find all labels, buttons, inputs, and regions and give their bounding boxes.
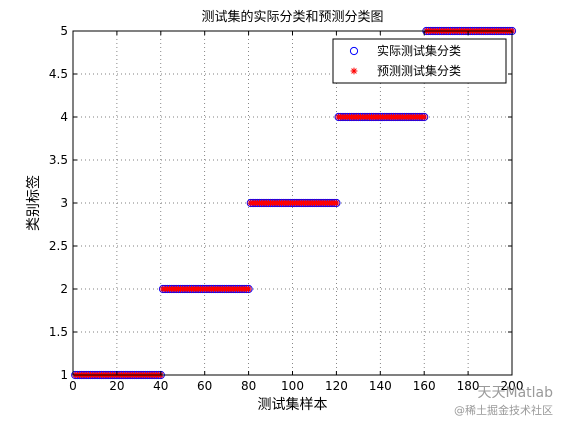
x-tick-label: 20 — [109, 379, 124, 393]
legend-predicted-marker — [350, 67, 358, 75]
y-tick-label: 3.5 — [49, 153, 68, 167]
y-tick-label: 1.5 — [49, 325, 68, 339]
y-tick-label: 2.5 — [49, 239, 68, 253]
x-tick-label: 180 — [457, 379, 480, 393]
x-tick-label: 140 — [369, 379, 392, 393]
x-tick-label: 160 — [413, 379, 436, 393]
watermark-line1: 天天Matlab — [477, 385, 553, 401]
predicted-point — [245, 285, 252, 293]
x-tick-label: 0 — [69, 379, 77, 393]
predicted-point — [333, 199, 340, 207]
y-tick-label: 1 — [60, 368, 68, 382]
y-tick-label: 4 — [60, 110, 68, 124]
x-tick-label: 100 — [281, 379, 304, 393]
watermark-line2: @稀土掘金技术社区 — [454, 404, 553, 417]
chart-title: 测试集的实际分类和预测分类图 — [201, 9, 383, 25]
x-axis-label: 测试集样本 — [258, 396, 328, 413]
x-tick-label: 40 — [153, 379, 168, 393]
y-tick-label: 2 — [60, 282, 68, 296]
y-tick-label: 5 — [60, 24, 68, 38]
legend-actual-label: 实际测试集分类 — [377, 43, 461, 58]
legend-actual-marker — [349, 46, 359, 56]
x-tick-label: 200 — [501, 379, 524, 393]
predicted-point — [420, 113, 428, 121]
y-axis-label: 类别标签 — [25, 175, 42, 231]
x-tick-label: 60 — [197, 379, 212, 393]
legend-predicted-label: 预测测试集分类 — [377, 63, 461, 78]
x-tick-label: 120 — [325, 379, 348, 393]
y-tick-label: 3 — [60, 196, 68, 210]
y-tick-label: 4.5 — [49, 67, 68, 81]
x-tick-label: 80 — [241, 379, 256, 393]
legend-box — [332, 38, 507, 84]
